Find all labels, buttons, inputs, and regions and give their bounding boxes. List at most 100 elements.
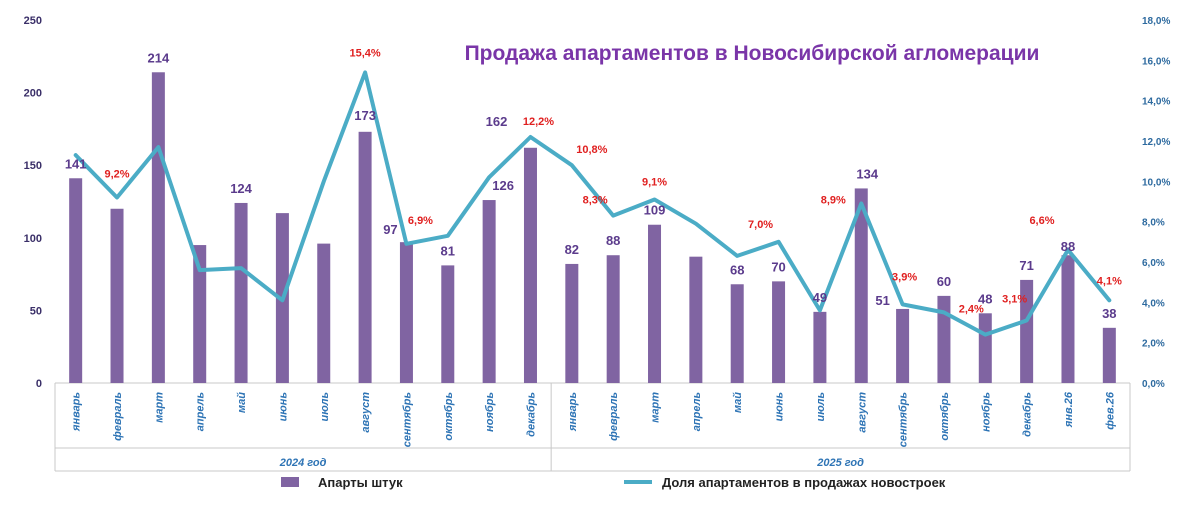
y-right-tick-label: 18,0%: [1142, 16, 1170, 27]
bar-value-label: 49: [813, 290, 827, 305]
x-tick-label: фев.26: [1104, 391, 1116, 430]
x-tick-label: декабрь: [1022, 392, 1034, 437]
y-left-tick-label: 0: [36, 378, 42, 390]
bar: [978, 313, 992, 383]
legend-line-label: Доля апартаментов в продажах новостроек: [662, 475, 946, 490]
bar: [1102, 327, 1116, 383]
bar-value-label: 71: [1019, 258, 1033, 273]
share-line-path: [73, 70, 1112, 337]
x-tick-label: сентябрь: [898, 392, 910, 447]
bar: [441, 265, 455, 383]
data-labels: 141 214 124 173 97 81 126 162 82 88 109 68 70 49 134 51…: [65, 47, 1122, 320]
y-right-tick-label: 2,0%: [1142, 339, 1165, 350]
y-right-tick-label: 10,0%: [1142, 177, 1170, 188]
axes: 0 50 100 150 200 250 0,0% 2,0% 4,0% 6,0% 8,0% 10,0%…: [24, 15, 1170, 472]
x-tick-label: март: [153, 392, 165, 423]
chart-title: Продажа апартаментов в Новосибирской агл…: [465, 42, 1040, 65]
x-tick-label: октябрь: [443, 392, 455, 441]
y-left-tick-label: 150: [24, 160, 42, 172]
bar-value-label: 68: [730, 262, 744, 277]
bar: [1061, 255, 1075, 383]
line-value-label: 6,9%: [408, 215, 433, 227]
x-tick-label: май: [236, 392, 248, 413]
legend-bar-swatch: [281, 477, 299, 487]
bar-value-label: 124: [230, 181, 252, 196]
y-left-tick-label: 250: [24, 15, 42, 27]
x-tick-label: ноябрь: [484, 392, 496, 432]
bar: [1020, 279, 1034, 383]
x-tick-label: май: [732, 392, 744, 413]
bar-value-label: 134: [856, 166, 878, 181]
bar-value-label: 126: [492, 178, 514, 193]
line-value-label: 6,6%: [1029, 215, 1054, 227]
y-right-tick-label: 6,0%: [1142, 258, 1165, 269]
y-left-tick-label: 50: [30, 305, 42, 317]
x-tick-label: янв.26: [1063, 391, 1075, 428]
bars: [69, 72, 1116, 383]
bar: [358, 131, 372, 383]
bar: [317, 243, 331, 383]
bar-value-label: 81: [441, 243, 455, 258]
x-tick-label: октябрь: [939, 392, 951, 441]
line-value-label: 12,2%: [523, 116, 554, 128]
bar-value-label: 141: [65, 156, 87, 171]
bar: [813, 311, 827, 383]
x-tick-label: апрель: [691, 392, 703, 431]
bar: [689, 256, 703, 383]
bar: [606, 255, 620, 383]
bar: [482, 200, 496, 383]
bar: [730, 284, 744, 383]
legend-bar-label: Апарты штук: [318, 475, 403, 490]
legend: Апарты штук Доля апартаментов в продажах …: [281, 475, 946, 490]
bar-value-label: 97: [383, 222, 397, 237]
line-value-label: 3,1%: [1002, 293, 1027, 305]
y-right-tick-label: 8,0%: [1142, 218, 1165, 229]
y-right-tick-label: 14,0%: [1142, 97, 1170, 108]
bar-value-label: 70: [771, 259, 785, 274]
bar: [69, 178, 83, 383]
group-label: 2025 год: [816, 457, 864, 469]
bar-value-label: 173: [354, 108, 376, 123]
x-tick-label: январь: [71, 392, 83, 432]
line-value-label: 8,3%: [583, 195, 608, 207]
x-tick-label: январь: [567, 392, 579, 432]
line-value-label: 2,4%: [959, 304, 984, 316]
y-left-tick-label: 200: [24, 88, 42, 100]
x-tick-label: июль: [815, 392, 827, 421]
y-right-tick-label: 0,0%: [1142, 379, 1165, 390]
x-tick-label: август: [856, 392, 868, 433]
x-tick-label: август: [360, 392, 372, 433]
y-right-tick-label: 12,0%: [1142, 137, 1170, 148]
x-tick-label: июль: [319, 392, 331, 421]
bar: [565, 263, 579, 383]
bar-value-label: 88: [1061, 239, 1075, 254]
bar: [151, 72, 165, 383]
x-tick-label: декабрь: [525, 392, 537, 437]
x-tick-label: апрель: [195, 392, 207, 431]
x-tick-label: июнь: [277, 392, 289, 421]
bar: [399, 242, 413, 383]
x-tick-label: сентябрь: [401, 392, 413, 447]
bar: [234, 202, 248, 383]
line-value-label: 15,4%: [349, 47, 380, 59]
share-line: [73, 70, 1112, 337]
line-value-label: 10,8%: [576, 144, 607, 156]
bar-value-label: 82: [565, 242, 579, 257]
bar-value-label: 88: [606, 233, 620, 248]
x-tick-label: февраль: [112, 392, 124, 441]
bar-value-label: 51: [875, 293, 889, 308]
bar-value-label: 48: [978, 291, 992, 306]
line-value-label: 3,9%: [892, 271, 917, 283]
bar-value-label: 60: [937, 274, 951, 289]
x-tick-label: февраль: [608, 392, 620, 441]
bar-value-label: 162: [486, 114, 508, 129]
x-tick-label: июнь: [774, 392, 786, 421]
bar: [523, 147, 537, 383]
line-value-label: 9,2%: [104, 168, 129, 180]
x-tick-label: ноябрь: [980, 392, 992, 432]
bar-value-label: 214: [148, 50, 170, 65]
y-right-tick-label: 4,0%: [1142, 298, 1165, 309]
line-value-label: 7,0%: [748, 219, 773, 231]
y-right-tick-label: 16,0%: [1142, 56, 1170, 67]
